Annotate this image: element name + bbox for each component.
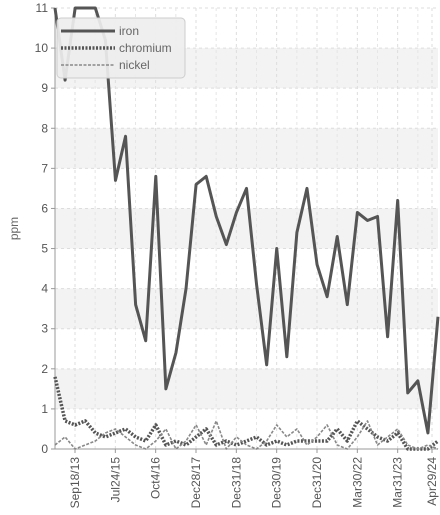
series-line-nickel [54, 420, 439, 450]
x-tick-label: Dec31/20 [310, 457, 324, 509]
x-axis-ticks: Sep18/13 Jul24/15 Oct4/16 Dec28/17 Dec31/18 D… [68, 449, 439, 508]
legend[interactable]: iron chromium nickel [56, 17, 186, 79]
y-tick-label: 9 [41, 81, 48, 95]
plot-band [55, 368, 438, 409]
y-tick-label: 0 [41, 442, 48, 456]
y-tick-label: 3 [41, 322, 48, 336]
grid-lines [55, 7, 438, 450]
x-tick-label: Mar31/23 [391, 457, 405, 508]
y-tick-label: 5 [41, 242, 48, 256]
y-axis-title: ppm [7, 217, 21, 240]
y-tick-label: 11 [36, 1, 49, 15]
series-lines [53, 6, 440, 451]
x-tick-label: Sep18/13 [68, 457, 82, 509]
y-tick-label: 6 [41, 201, 48, 215]
plot-band [55, 288, 438, 329]
legend-label-iron[interactable]: iron [119, 24, 139, 38]
y-tick-label: 8 [41, 121, 48, 135]
legend-label-nickel[interactable]: nickel [119, 58, 150, 72]
y-tick-label: 7 [41, 161, 48, 175]
x-tick-label: Dec28/17 [189, 457, 203, 509]
y-tick-label: 1 [41, 402, 48, 416]
plot-background-bands [55, 48, 438, 409]
y-axis-ticks: 0 1 2 3 4 5 6 7 8 9 10 11 [35, 1, 55, 456]
legend-label-chromium[interactable]: chromium [119, 41, 172, 55]
x-tick-label: Dec30/19 [270, 457, 284, 509]
x-tick-label: Jul24/15 [108, 457, 122, 503]
axes [54, 8, 438, 450]
y-tick-label: 2 [41, 362, 48, 376]
legend-box [56, 17, 186, 79]
x-tick-label: Apr29/24 [425, 457, 439, 506]
series-line-iron [53, 6, 440, 435]
x-tick-label: Mar30/22 [350, 457, 364, 508]
x-tick-label: Oct4/16 [149, 457, 163, 499]
y-tick-label: 10 [35, 41, 49, 55]
x-tick-label: Dec31/18 [229, 457, 243, 509]
plot-band [55, 208, 438, 249]
y-tick-label: 4 [41, 282, 48, 296]
